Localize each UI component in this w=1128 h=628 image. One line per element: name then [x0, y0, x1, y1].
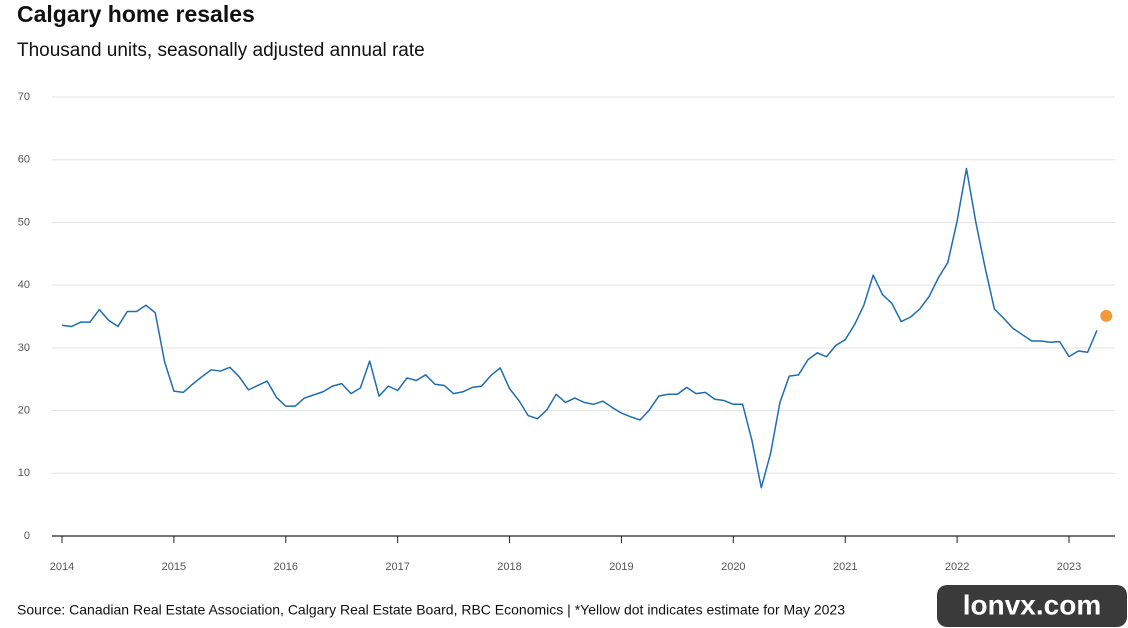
x-tick-label: 2021 [833, 561, 857, 573]
x-tick-label: 2022 [945, 561, 969, 573]
data-line [61, 167, 1098, 489]
chart-title: Calgary home resales [17, 1, 255, 27]
source-note: Source: Canadian Real Estate Association… [17, 602, 845, 618]
x-tick-label: 2016 [274, 561, 298, 573]
y-tick-label: 60 [18, 154, 30, 166]
y-tick-label: 30 [18, 342, 30, 354]
x-tick-label: 2019 [609, 561, 633, 573]
x-tick-label: 2015 [162, 561, 186, 573]
y-tick-label: 50 [18, 216, 30, 228]
y-tick-label: 70 [18, 91, 30, 103]
x-tick-label: 2014 [50, 561, 74, 573]
chart-subtitle: Thousand units, seasonally adjusted annu… [17, 40, 425, 61]
watermark-box [937, 585, 1127, 627]
y-tick-label: 40 [18, 279, 30, 291]
x-tick-label: 2023 [1057, 561, 1081, 573]
y-tick-label: 20 [18, 404, 30, 416]
x-tick-label: 2020 [721, 561, 745, 573]
watermark: lonvx.com [963, 589, 1101, 620]
y-tick-label: 10 [18, 467, 30, 479]
y-tick-label: 0 [24, 530, 30, 542]
estimate-dot [1100, 309, 1113, 322]
x-tick-label: 2018 [497, 561, 521, 573]
x-tick-label: 2017 [385, 561, 409, 573]
